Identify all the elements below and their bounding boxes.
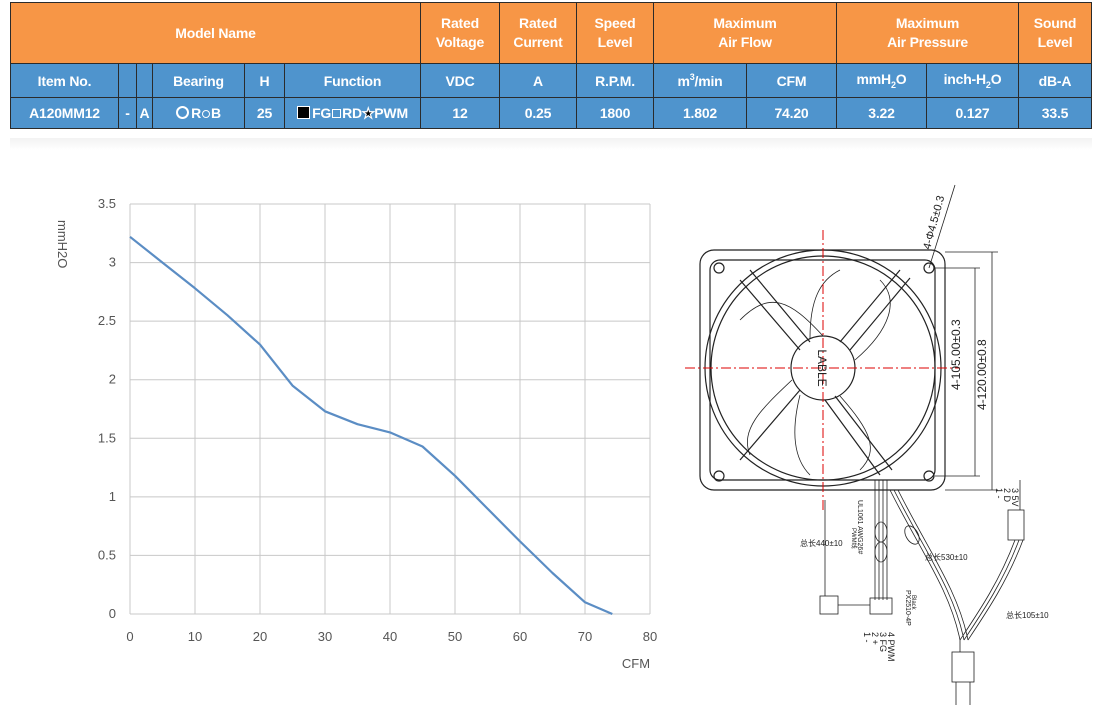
header-sound-level: Sound Level (1018, 2, 1092, 64)
y-tick-label: 2 (109, 372, 116, 387)
connector-text: PX2510-4P (904, 590, 911, 626)
mount-hole-icon (923, 470, 935, 482)
pin-left-4: 4 PWM (886, 632, 896, 662)
val-dash: - (118, 97, 137, 129)
x-tick-label: 40 (383, 629, 397, 644)
cable-spec-text: UL1061 AWG26# (856, 500, 863, 554)
len-105-text: 总长105±10 (1006, 610, 1049, 620)
val-a: 0.25 (499, 97, 577, 129)
sub-function: Function (284, 63, 421, 98)
header-rated-current: Rated Current (499, 2, 577, 64)
header-max-air-pressure: Maximum Air Pressure (836, 2, 1019, 64)
y-tick-label: 1 (109, 489, 116, 504)
y-tick-label: 3.5 (98, 196, 116, 211)
sub-bearing: Bearing (152, 63, 245, 98)
chart-grid (129, 203, 651, 615)
dot-icon (202, 110, 210, 118)
sub-mmh2o: mmH2O (836, 63, 927, 98)
val-mmh2o: 3.22 (836, 97, 927, 129)
y-tick-label: 0.5 (98, 547, 116, 562)
val-rpm: 1800 (576, 97, 654, 129)
x-axis-label: CFM (622, 656, 650, 671)
val-dba: 33.5 (1018, 97, 1092, 129)
y-tick-label: 2.5 (98, 313, 116, 328)
label-text: LABLE (815, 349, 829, 386)
connector-note-text: Black (910, 595, 916, 611)
pins-left: 1 - 2 + 3 FG 4 PWM (862, 632, 896, 662)
pins-right: 1 - 2 D 3 5V (994, 488, 1020, 507)
pin-right-2: 2 D (1002, 488, 1012, 503)
spec-table: Model Name Rated Voltage Rated Current Spe… (10, 2, 1092, 129)
y-tick-label: 1.5 (98, 430, 116, 445)
x-tick-label: 70 (578, 629, 592, 644)
pressure-curve-line (129, 235, 613, 616)
pin-left-1: 1 - (862, 632, 872, 643)
dim-105-text: 4-105.00±0.3 (949, 319, 963, 390)
square-icon (332, 108, 342, 118)
len-530-text: 总长530±10 (925, 552, 968, 562)
x-tick-label: 30 (318, 629, 332, 644)
y-tick-label: 0 (109, 606, 116, 621)
sub-blank-1 (118, 63, 137, 98)
y-axis-label-main: mmH2O (55, 220, 70, 268)
dimension-lines (928, 184, 998, 491)
fan-dimension-drawing: LABLE 4-105.00±0.3 4-120.00±0.8 4-Φ4.5±0… (685, 184, 1049, 705)
y-tick-label: 3 (109, 255, 116, 270)
sub-blank-2 (136, 63, 153, 98)
sub-a: A (499, 63, 577, 98)
header-speed-level: Speed Level (576, 2, 654, 64)
val-cfm: 74.20 (746, 97, 837, 129)
pin-left-3: 3 FG (878, 632, 888, 652)
mount-hole-icon (713, 262, 725, 274)
val-function: FG RD★PWM (284, 97, 421, 129)
dim-120-text: 4-120.00±0.8 (975, 339, 989, 410)
val-m3min: 1.802 (653, 97, 747, 129)
len-440-text: 总长440±10 (800, 538, 843, 548)
mount-hole-icon (713, 470, 725, 482)
x-tick-label: 20 (253, 629, 267, 644)
chart-tick-labels: 0 10 20 30 40 50 60 70 80 0 0.5 1 1.5 2 2.5 3 3.5 (98, 196, 657, 644)
pin-right-3: 3 5V (1010, 488, 1020, 507)
x-tick-label: 10 (188, 629, 202, 644)
mount-hole-icon (923, 262, 935, 274)
sub-inchh2o: inch-H2O (926, 63, 1019, 98)
x-tick-label: 50 (448, 629, 462, 644)
sub-rpm: R.P.M. (576, 63, 654, 98)
x-tick-label: 60 (513, 629, 527, 644)
x-tick-label: 80 (643, 629, 657, 644)
pin-left-2: 2 + (870, 632, 880, 645)
val-item-no: A120MM12 (10, 97, 119, 129)
x-tick-label: 0 (126, 629, 133, 644)
sub-item-no: Item No. (10, 63, 119, 98)
cable-note-text: PWM线 (850, 528, 858, 549)
chart-series (129, 235, 613, 616)
val-variant: A (136, 97, 153, 129)
sub-cfm: CFM (746, 63, 837, 98)
sub-dba: dB-A (1018, 63, 1092, 98)
header-model-name: Model Name (10, 2, 421, 64)
ring-icon (176, 106, 190, 119)
y-axis-label: mmH2O (55, 220, 70, 268)
header-rated-voltage: Rated Voltage (420, 2, 500, 64)
val-inchh2o: 0.127 (926, 97, 1019, 129)
header-max-air-flow: Maximum Air Flow (653, 2, 837, 64)
val-vdc: 12 (420, 97, 500, 129)
sub-h: H (244, 63, 285, 98)
header-row: Model Name Rated Voltage Rated Current Spe… (10, 2, 1092, 64)
cable-right (889, 480, 1025, 705)
cable-left (819, 480, 893, 615)
filled-square-icon (297, 105, 311, 119)
pin-right-1: 1 - (994, 488, 1004, 499)
star-icon: ★ (361, 104, 375, 121)
val-h: 25 (244, 97, 285, 129)
sub-m3min: m3/min (653, 63, 747, 98)
sub-vdc: VDC (420, 63, 500, 98)
subheader-row: Item No. Bearing H Function VDC A R.P.M.… (10, 63, 1092, 98)
section-divider (10, 138, 1092, 150)
